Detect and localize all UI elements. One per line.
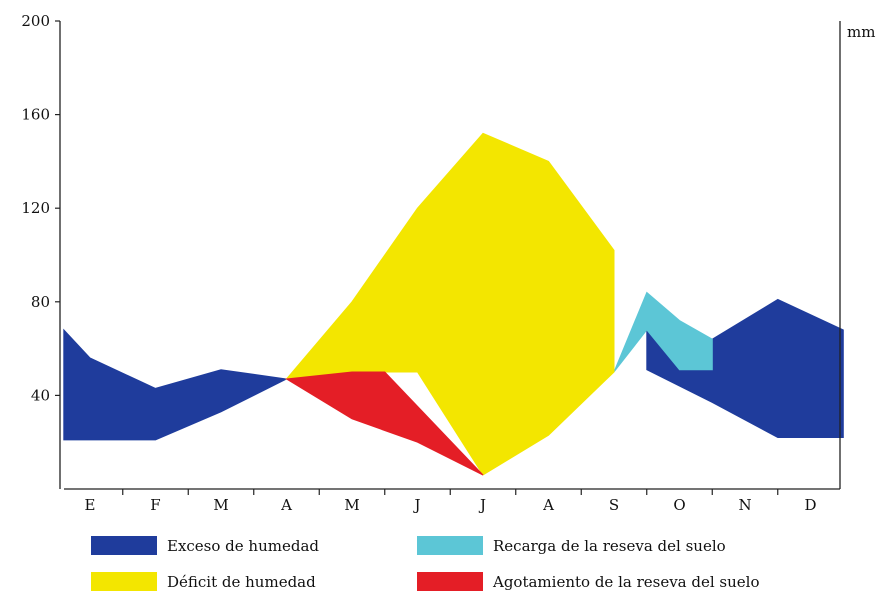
legend-label: Exceso de humedad (167, 537, 319, 555)
x-tick-label: M (213, 496, 228, 514)
legend-swatch (417, 572, 483, 591)
area-3-region-1 (285, 132, 615, 476)
x-tick-label: O (673, 496, 685, 514)
x-tick-label: A (542, 496, 554, 514)
legend-label: Recarga de la reseva del suelo (493, 537, 726, 555)
chart-axes: 40 80 120 160 200 mm E F M A M J J A S O N D (21, 12, 875, 514)
chart-legend: Exceso de humedad Recarga de la reseva de… (91, 536, 760, 591)
legend-swatch (91, 572, 157, 591)
area-4-region-1 (284, 371, 484, 476)
x-tick-label: S (609, 496, 619, 514)
legend-label: Déficit de humedad (167, 573, 316, 591)
legend-swatch (417, 536, 483, 555)
x-tick-label: F (150, 496, 160, 514)
legend-label: Agotamiento de la reseva del suelo (492, 573, 760, 591)
y-tick-label: 40 (31, 386, 50, 404)
x-tick-label: M (344, 496, 359, 514)
area-1-region-2 (646, 298, 844, 438)
x-tick-label: J (478, 496, 486, 514)
x-tick-label: D (804, 496, 816, 514)
y-tick-label: 120 (21, 199, 50, 217)
unit-label: mm (847, 23, 875, 41)
chart-areas (63, 132, 844, 476)
y-tick-label: 80 (31, 293, 50, 311)
area-2-region-1 (613, 291, 713, 373)
y-tick-label: 200 (21, 12, 50, 30)
x-tick-label: E (85, 496, 96, 514)
x-tick-label: J (412, 496, 420, 514)
legend-swatch (91, 536, 157, 555)
area-1-region-1 (63, 328, 289, 441)
x-tick-label: A (280, 496, 292, 514)
y-tick-label: 160 (21, 106, 50, 124)
x-tick-label: N (738, 496, 751, 514)
